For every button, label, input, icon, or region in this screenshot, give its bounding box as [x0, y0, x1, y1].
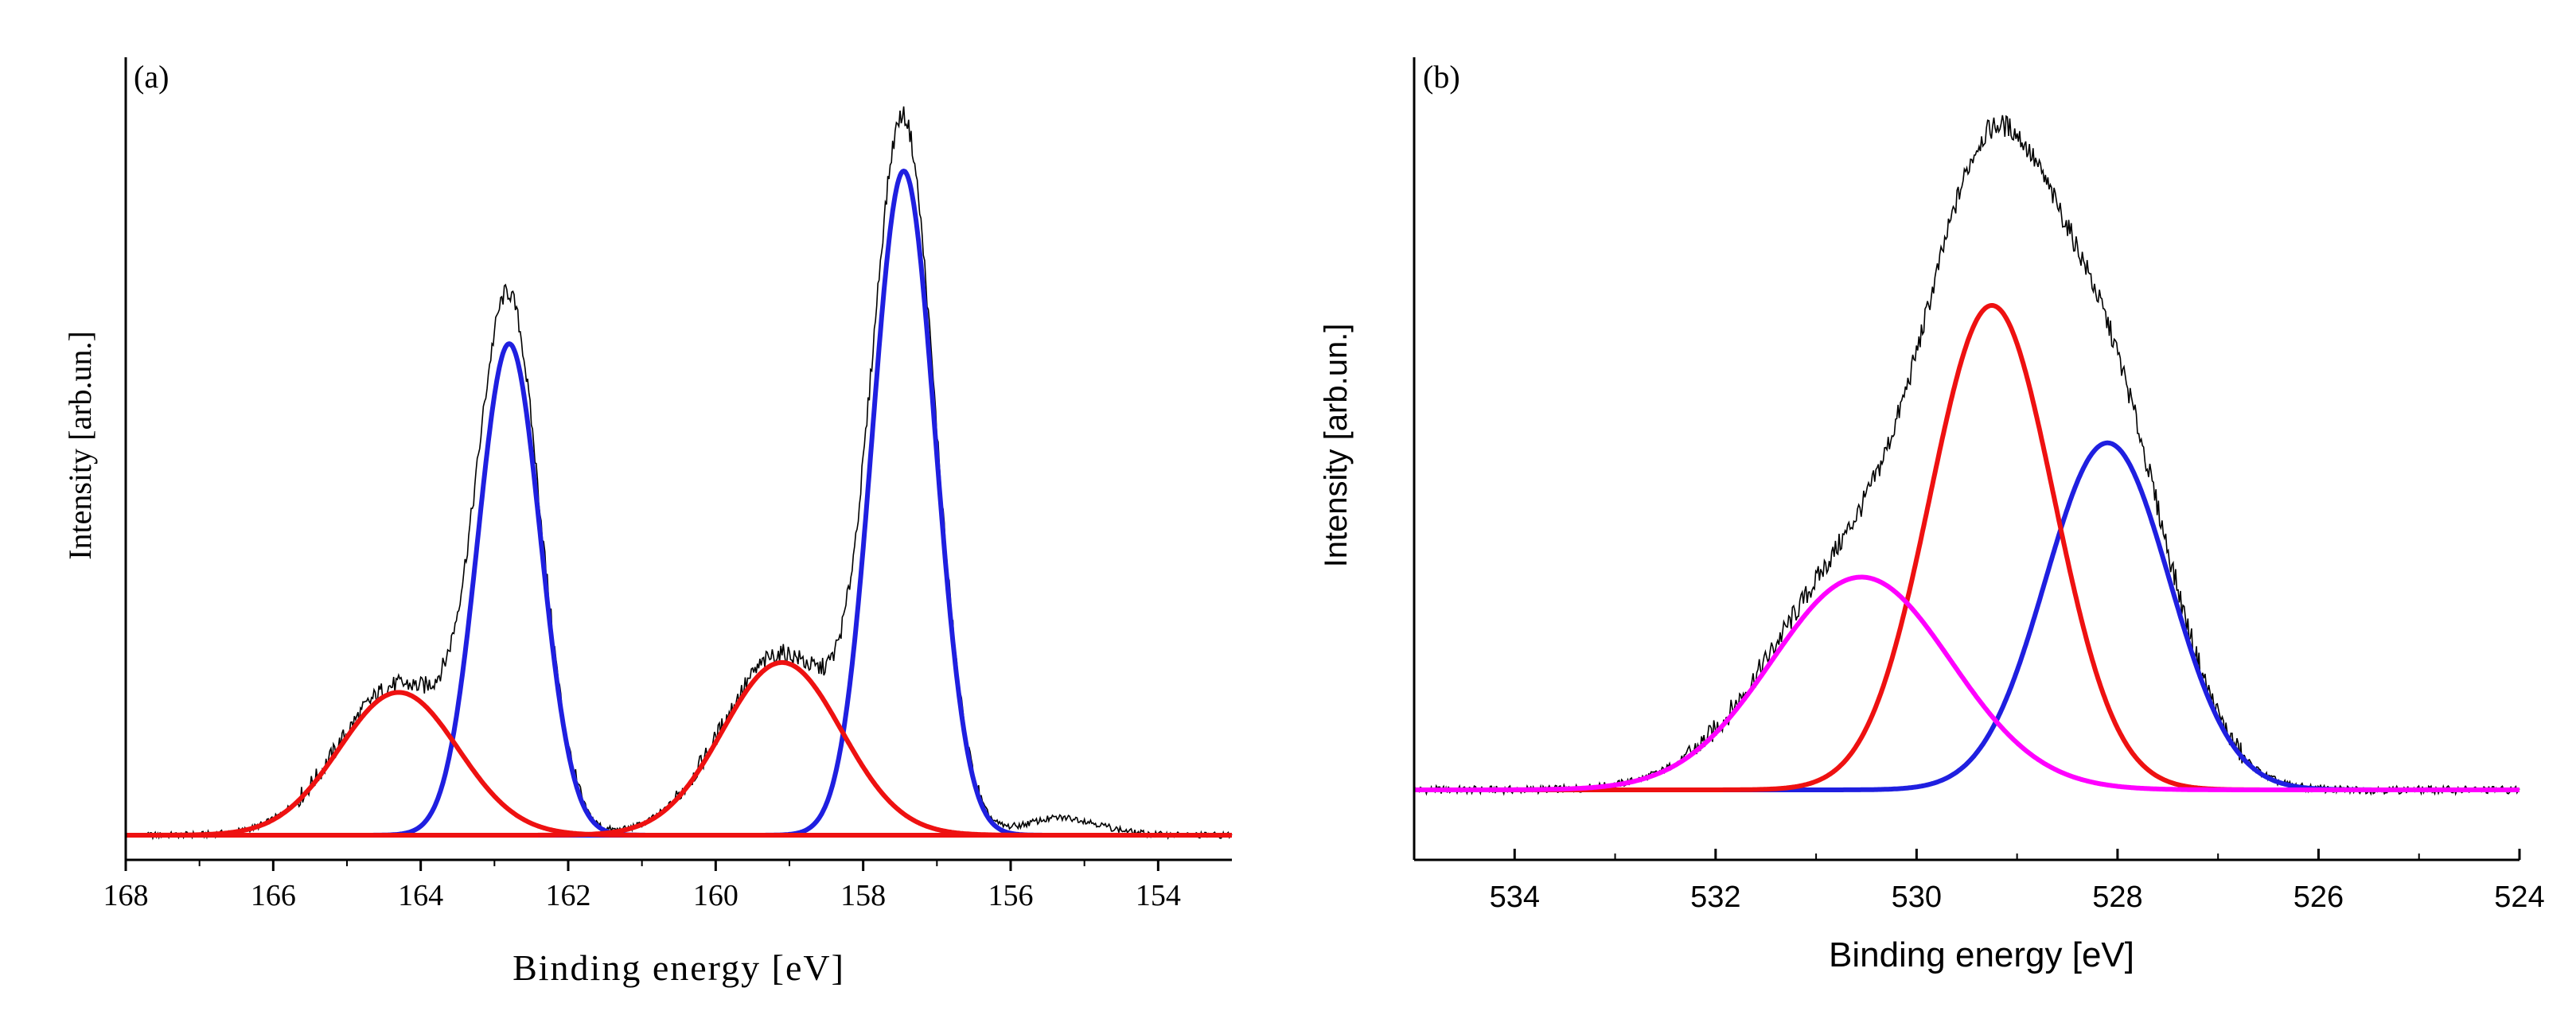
panel-b-chart: (b) Intensity [arb.un.] Binding energy [… — [1319, 57, 2545, 974]
x-tick-label: 160 — [693, 879, 739, 912]
series-component-2 — [1413, 303, 2521, 792]
x-tick-label: 154 — [1136, 879, 1181, 912]
series-component-4 — [124, 659, 1233, 838]
panel-a-xlabel: Binding energy [eV] — [512, 947, 845, 988]
panel-a-ticks: 168 166 164 162 160 158 156 154 — [103, 860, 1181, 912]
series-component-3 — [1413, 574, 2521, 792]
x-tick-label: 168 — [103, 879, 149, 912]
x-tick-label: 528 — [2092, 881, 2142, 914]
series-envelope-experimental — [147, 106, 1233, 841]
panel-a-label: (a) — [134, 59, 169, 95]
x-tick-label: 166 — [251, 879, 296, 912]
x-tick-label: 532 — [1690, 881, 1740, 914]
series-component-2 — [124, 169, 1233, 838]
panel-b-xlabel: Binding energy [eV] — [1829, 935, 2134, 974]
panel-a-chart: (a) Intensity [arb.un.] Binding energy [… — [62, 57, 1233, 988]
x-tick-label: 530 — [1892, 881, 1942, 914]
x-tick-label: 526 — [2293, 881, 2344, 914]
panel-b-ylabel: Intensity [arb.un.] — [1319, 324, 1354, 568]
x-tick-label: 534 — [1490, 881, 1540, 914]
series-component-1 — [1413, 440, 2521, 792]
x-tick-label: 156 — [988, 879, 1034, 912]
series-component-3 — [124, 690, 1233, 838]
panel-a-ylabel: Intensity [arb.un.] — [62, 331, 98, 560]
panel-a-curves — [124, 106, 1233, 841]
x-tick-label: 524 — [2494, 881, 2544, 914]
x-tick-label: 162 — [546, 879, 591, 912]
panel-b-ticks: 534 532 530 528 526 524 — [1490, 849, 2545, 914]
x-tick-label: 164 — [398, 879, 443, 912]
panel-b-label: (b) — [1423, 59, 1460, 95]
x-tick-label: 158 — [840, 879, 886, 912]
series-envelope-experimental — [1413, 115, 2520, 796]
panel-b-curves — [1413, 115, 2521, 796]
series-component-1 — [124, 341, 1233, 838]
